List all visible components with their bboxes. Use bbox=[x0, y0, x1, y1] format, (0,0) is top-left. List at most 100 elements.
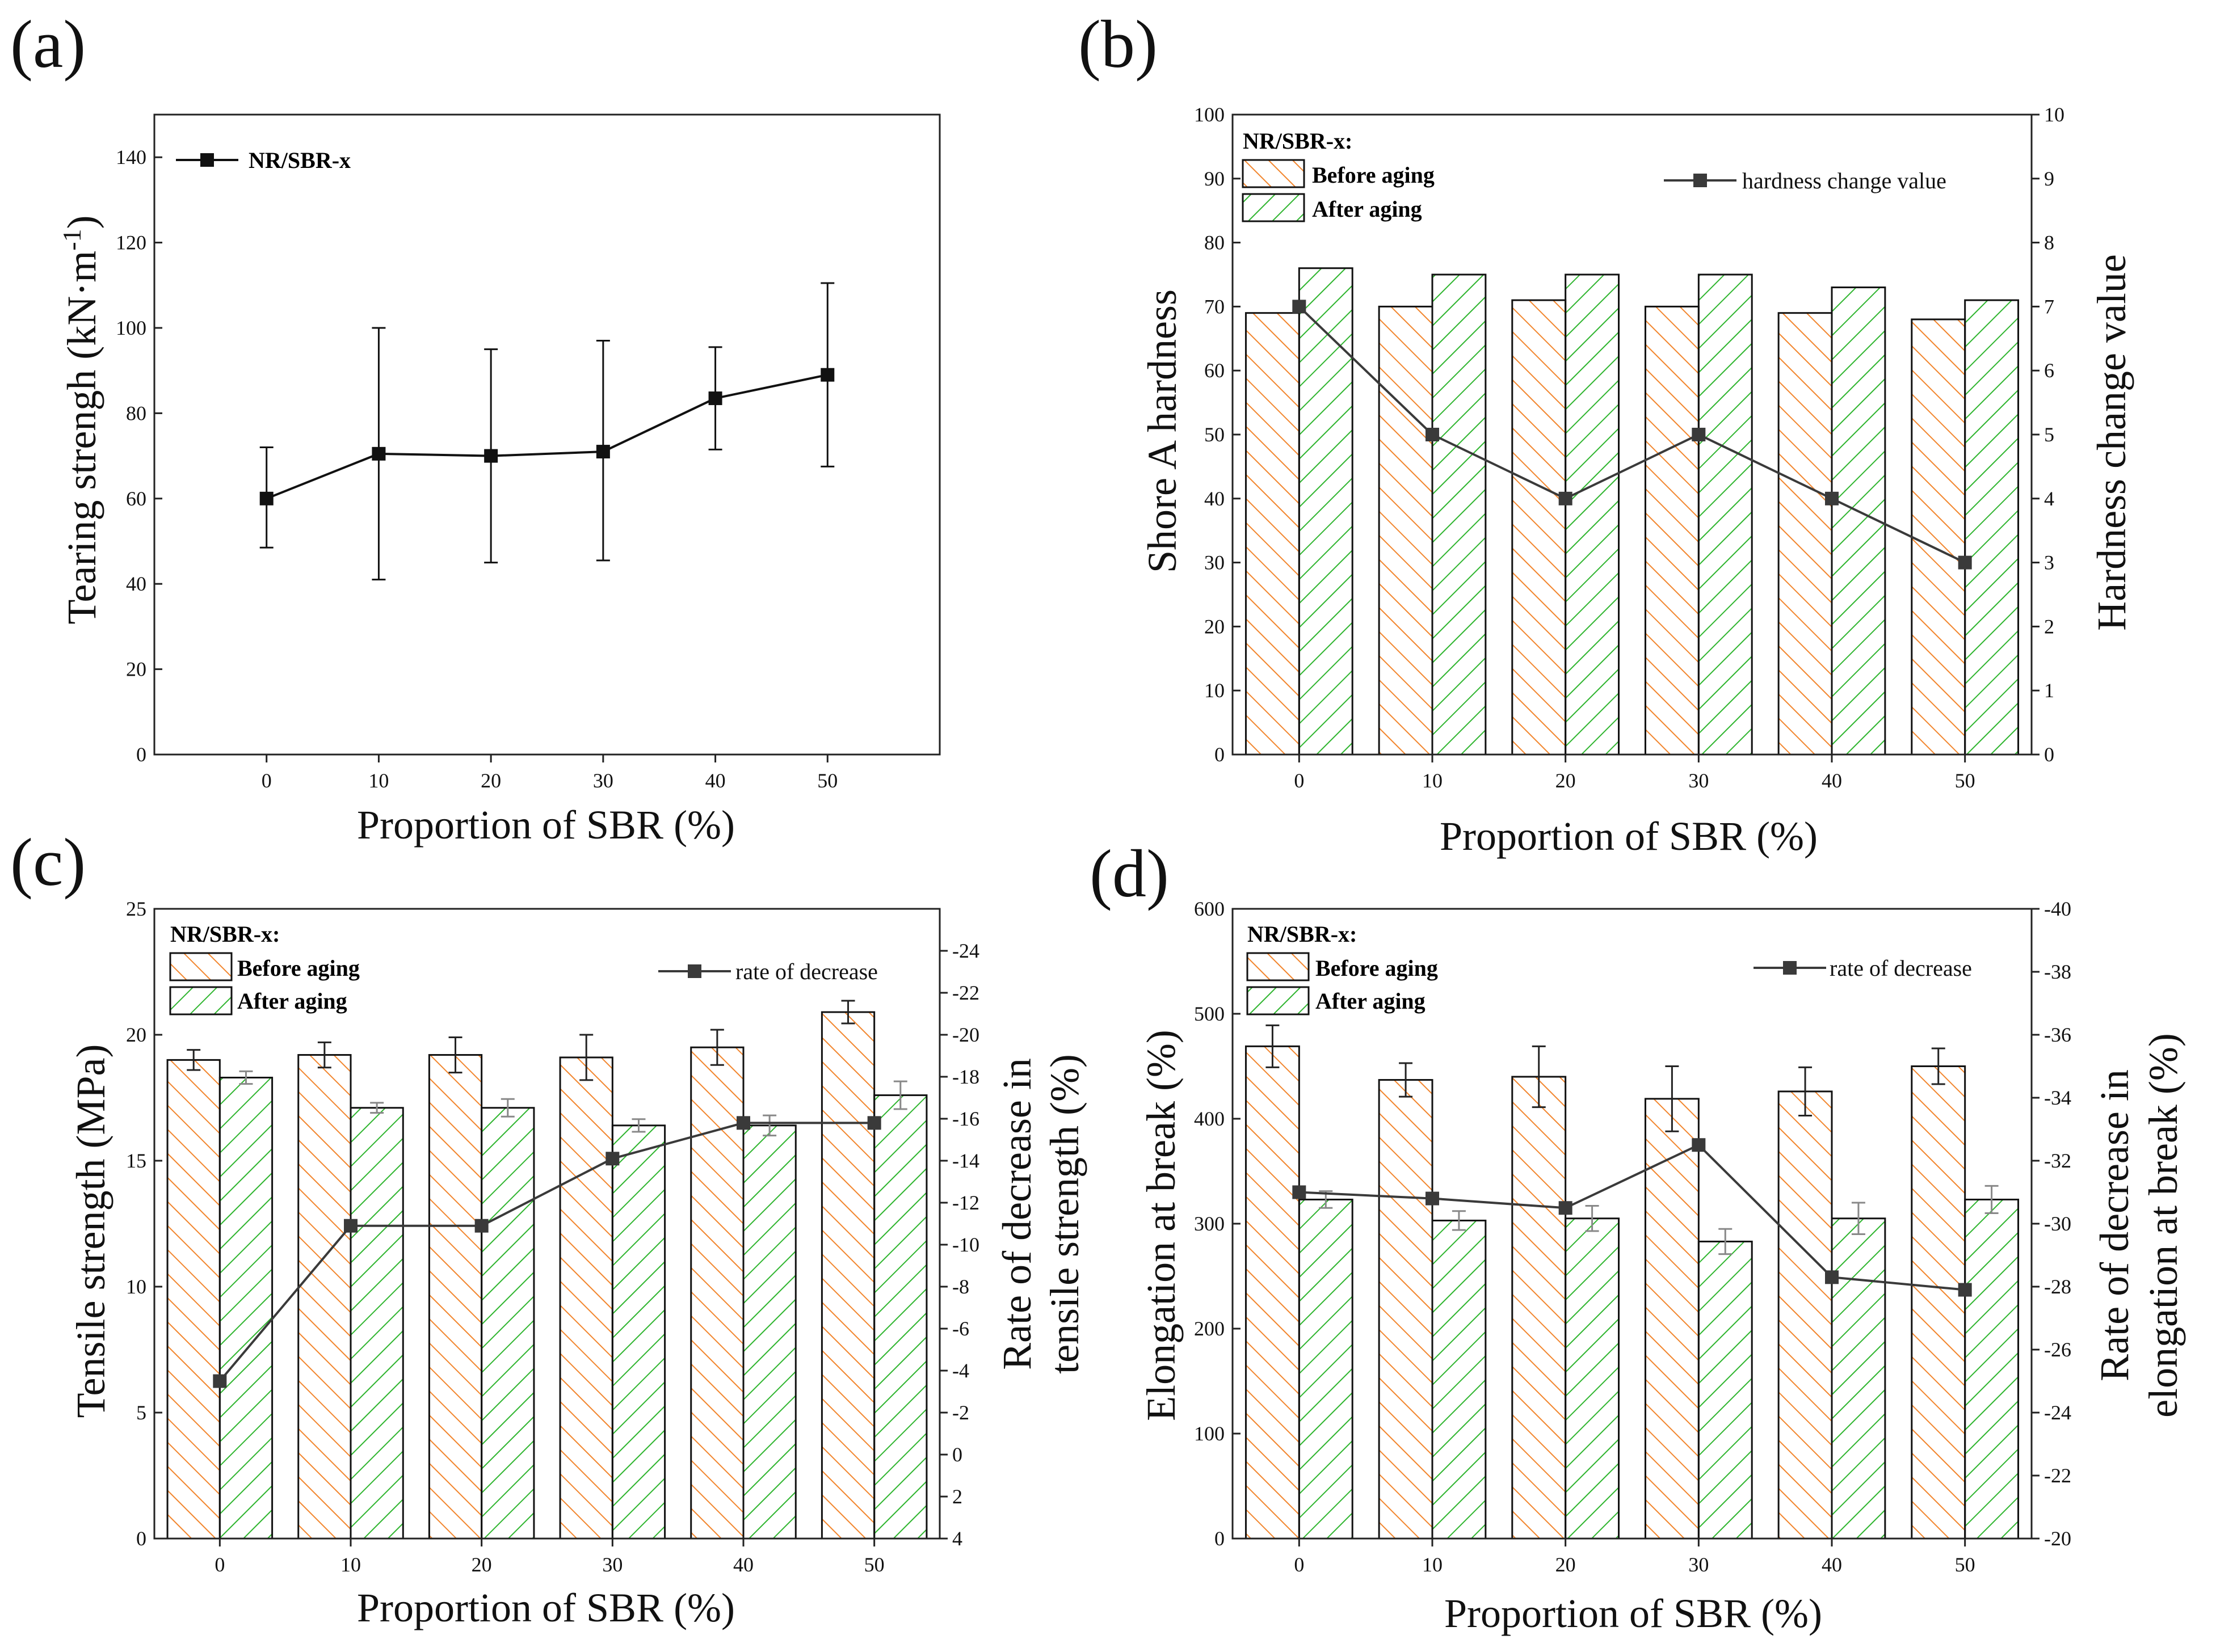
panel-b-bar-before bbox=[1911, 318, 1966, 756]
panel-c-ytick-right-label: -4 bbox=[952, 1359, 969, 1382]
panel-b-ytick-label: 10 bbox=[1204, 679, 1225, 702]
panel-c-ytick-right-label: -10 bbox=[952, 1233, 979, 1256]
panel-d-ylabel-right-1: Rate of decrease in bbox=[2092, 1069, 2137, 1381]
panel-c-rate-point bbox=[737, 1116, 750, 1130]
panel-b-xtick-label: 10 bbox=[1422, 769, 1443, 792]
panel-b-ytick-right-label: 0 bbox=[2044, 743, 2054, 766]
panel-b-rate-point bbox=[1558, 491, 1572, 505]
panel-b-ytick-label: 50 bbox=[1204, 423, 1225, 446]
panel-a-legend-marker bbox=[200, 153, 214, 167]
panel-b-bar-after bbox=[1565, 273, 1620, 756]
panel-c-bar-before bbox=[297, 1054, 352, 1540]
panel-c-bar-after bbox=[350, 1107, 404, 1540]
panel-b-legend: NR/SBR-x: Before aging After aging hardn… bbox=[1242, 128, 1946, 222]
panel-b-ytick-right-label: 8 bbox=[2044, 231, 2054, 254]
panel-b-xtick-label: 0 bbox=[1294, 769, 1304, 792]
panel-c-ytick-right-label: -14 bbox=[952, 1149, 979, 1172]
panel-d-ytick-right-label: -22 bbox=[2044, 1464, 2071, 1487]
panel-c-bar-after bbox=[873, 1094, 928, 1540]
panel-d-rate-point bbox=[1292, 1185, 1306, 1199]
panel-b-ytick-right-label: 5 bbox=[2044, 423, 2054, 446]
panel-d-legend-after-swatch bbox=[1246, 986, 1310, 1015]
panel-b-bar-after bbox=[1697, 273, 1753, 756]
panel-c-ytick-right-label: -18 bbox=[952, 1065, 979, 1088]
panel-d-ylabel: Elongation at break (%) bbox=[1138, 1030, 1184, 1421]
panel-a-point bbox=[821, 368, 835, 382]
panel-c-legend-before-swatch bbox=[169, 952, 233, 981]
panel-c-rate-point bbox=[605, 1152, 620, 1166]
panel-a-ytick-label: 120 bbox=[116, 231, 146, 254]
panel-d-xtick-label: 10 bbox=[1422, 1553, 1443, 1576]
panel-d-rate-point bbox=[1692, 1138, 1706, 1152]
panel-b-ytick-right-label: 1 bbox=[2044, 679, 2054, 702]
panel-d-plot: 0100200300400500600-20-22-24-26-28-30-32… bbox=[1194, 897, 2071, 1576]
panel-d-rate-point bbox=[1825, 1270, 1839, 1284]
panel-a-xtick-label: 40 bbox=[705, 769, 726, 792]
panel-a-ytick-label: 80 bbox=[126, 402, 146, 424]
panel-a-ytick-label: 40 bbox=[126, 572, 146, 595]
panel-a-point bbox=[259, 491, 274, 505]
panel-b-rate-point bbox=[1958, 555, 1972, 570]
panel-b-legend-after-swatch bbox=[1242, 193, 1305, 222]
panel-c-xtick-label: 30 bbox=[602, 1553, 623, 1576]
panel-a-label: (a) bbox=[10, 6, 86, 82]
panel-b-bar-after bbox=[1431, 273, 1487, 756]
panel-d-legend-before-swatch bbox=[1246, 952, 1310, 981]
panel-d-xtick-label: 0 bbox=[1294, 1553, 1304, 1576]
panel-d-ytick-right-label: -20 bbox=[2044, 1527, 2071, 1550]
panel-d-legend-after: After aging bbox=[1315, 988, 1426, 1014]
panel-a-point bbox=[372, 446, 386, 461]
panel-b-ytick-right-label: 4 bbox=[2044, 487, 2054, 510]
panel-c-legend-before: Before aging bbox=[237, 955, 360, 981]
panel-d-bar-before bbox=[1244, 1045, 1300, 1540]
panel-c-ytick-right-label: -8 bbox=[952, 1275, 969, 1298]
panel-d-frame bbox=[1231, 908, 2033, 1540]
panel-d-bar-before bbox=[1644, 1098, 1700, 1540]
panel-d-ytick-label: 0 bbox=[1214, 1527, 1225, 1550]
panel-d-ytick-right-label: -30 bbox=[2044, 1212, 2071, 1235]
panel-c-rate-point bbox=[867, 1116, 881, 1130]
panel-c-ytick-right-label: 2 bbox=[952, 1485, 962, 1508]
panel-b-ytick-label: 60 bbox=[1204, 359, 1225, 382]
panel-c-rate-point bbox=[344, 1219, 358, 1233]
panel-a-series-line bbox=[266, 373, 828, 500]
panel-c-bar-before bbox=[428, 1054, 483, 1540]
panel-b-xtick-label: 20 bbox=[1555, 769, 1576, 792]
panel-a-ylabel-end: ) bbox=[59, 215, 104, 229]
panel-d-bar-before bbox=[1511, 1076, 1567, 1540]
panel-a-ytick-label: 20 bbox=[126, 658, 146, 681]
panel-d-rate-line bbox=[1299, 1143, 1965, 1291]
panel-c-bar-after bbox=[742, 1124, 797, 1540]
panel-c-ylabel: Tensile strength (MPa) bbox=[68, 1044, 113, 1418]
panel-a-point bbox=[708, 391, 722, 406]
panel-d-rate-point bbox=[1558, 1201, 1572, 1215]
panel-c-ytick-right-label: -20 bbox=[952, 1023, 979, 1046]
panel-d-ytick-right-label: -26 bbox=[2044, 1338, 2071, 1361]
panel-d-ytick-right-label: -24 bbox=[2044, 1401, 2071, 1424]
panel-d-ytick-right-label: -32 bbox=[2044, 1149, 2071, 1172]
panel-d-rate-point bbox=[1426, 1191, 1439, 1206]
panel-b-bar-before bbox=[1511, 299, 1567, 756]
panel-c-frame bbox=[153, 908, 941, 1540]
panel-d-ytick-right-label: -38 bbox=[2044, 960, 2071, 983]
panel-a: (a) 0 20 40 60 80 100 120 140 0 10 20 30 40 50 Propor… bbox=[10, 6, 941, 848]
panel-b-ytick-right-label: 6 bbox=[2044, 359, 2054, 382]
panel-d-ytick-right-label: -28 bbox=[2044, 1275, 2071, 1298]
panel-a-legend: NR/SBR-x bbox=[176, 148, 351, 173]
panel-b-rate-point bbox=[1426, 428, 1439, 441]
panel-b-ytick-right-label: 7 bbox=[2044, 295, 2054, 318]
panel-d-bar-after bbox=[1831, 1217, 1886, 1540]
panel-a-plot: 0 20 40 60 80 100 120 140 0 10 20 30 40 50 bbox=[116, 113, 941, 792]
panel-b-xtick-label: 40 bbox=[1822, 769, 1842, 792]
panel-a-frame bbox=[153, 113, 941, 756]
panel-b-xtick-label: 50 bbox=[1955, 769, 1975, 792]
panel-c-ylabel-right-2: tensile strength (%) bbox=[1042, 1054, 1087, 1374]
panel-c-legend-line-text: rate of decrease bbox=[735, 959, 878, 984]
panel-c-rate-point bbox=[213, 1374, 227, 1388]
panel-b-ytick-label: 70 bbox=[1204, 295, 1225, 318]
panel-c-xtick-label: 10 bbox=[340, 1553, 361, 1576]
panel-d-bar-before bbox=[1378, 1079, 1433, 1540]
panel-d-bar-after bbox=[1298, 1198, 1353, 1540]
panel-d-ytick-label: 100 bbox=[1194, 1422, 1225, 1445]
